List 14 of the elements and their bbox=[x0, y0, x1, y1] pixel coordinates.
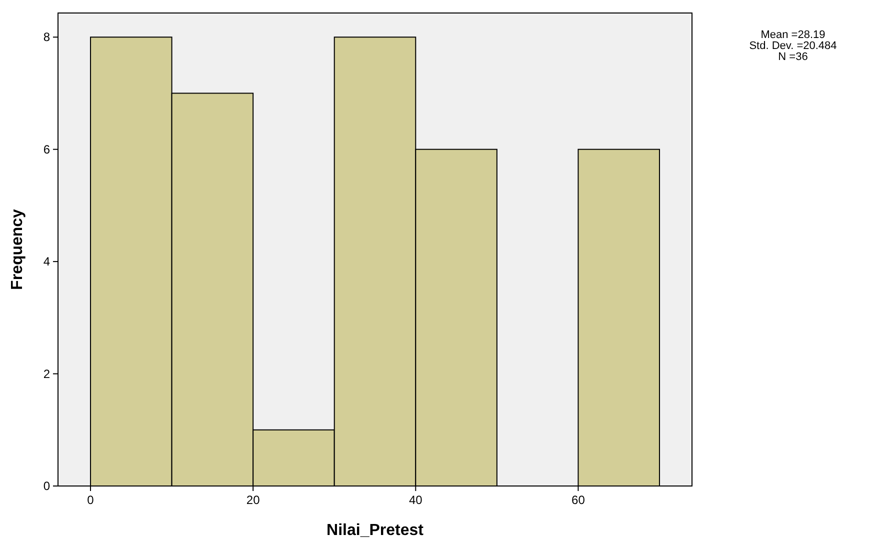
x-tick-label: 60 bbox=[572, 493, 586, 507]
text: Mean =28.19 bbox=[760, 29, 826, 41]
text: Std. Dev. =20.484 bbox=[749, 40, 837, 52]
y-axis-title: Frequency bbox=[9, 208, 26, 290]
x-tick-label: 0 bbox=[87, 493, 94, 507]
y-tick-label: 0 bbox=[43, 479, 50, 493]
text: N =36 bbox=[778, 51, 808, 63]
y-tick-label: 8 bbox=[43, 30, 50, 44]
x-axis-title: Nilai_Pretest bbox=[326, 522, 424, 539]
y-tick-label: 4 bbox=[43, 254, 50, 269]
y-tick-label: 2 bbox=[43, 366, 50, 381]
x-tick-label: 20 bbox=[246, 493, 260, 507]
x-tick-label: 40 bbox=[408, 493, 423, 507]
y-tick-label: 6 bbox=[43, 142, 50, 156]
